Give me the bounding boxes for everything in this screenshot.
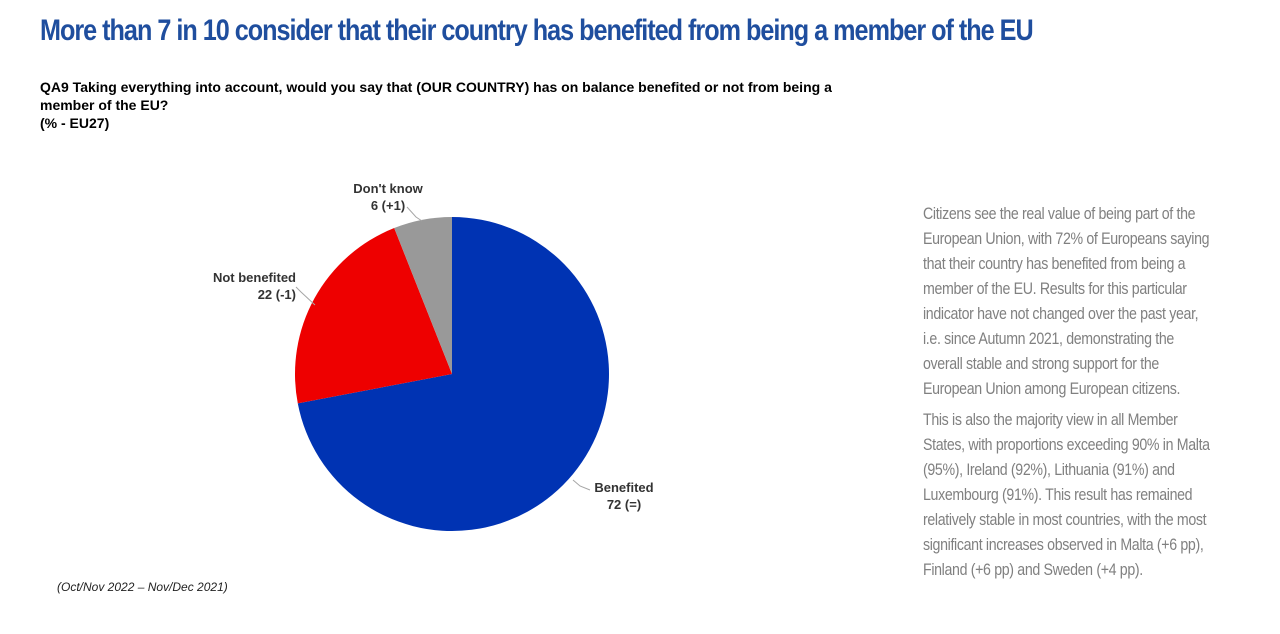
slice-label-benefited-name: Benefited [594,480,654,495]
pie-slices [294,217,609,531]
question-unit: (% - EU27) [40,115,110,131]
pie-slice-don-t-know [394,217,452,374]
slice-label-dont-know-name: Don't know [353,181,423,196]
slice-label-dont-know: Don't know 6 (+1) [348,180,428,214]
page-title: More than 7 in 10 consider that their co… [40,14,1034,47]
slice-label-benefited-value: 72 (=) [606,497,642,512]
slice-label-benefited: Benefited 72 (=) [592,479,656,513]
commentary-paragraph-2: This is also the majority view in all Me… [923,411,1210,579]
slice-label-not-benefited-value: 22 (-1) [257,287,296,302]
pie-chart [294,206,609,531]
leader-dont-know [406,206,423,222]
pie-slice-benefited [297,217,609,531]
label-leaders [295,206,591,491]
question-text: QA9 Taking everything into account, woul… [40,79,832,113]
slice-label-dont-know-value: 6 (+1) [370,198,406,213]
slice-label-not-benefited: Not benefited 22 (-1) [200,269,296,303]
commentary: Citizens see the real value of being par… [923,202,1213,589]
leader-not-benefited [295,286,316,306]
pie-slice-not-benefited [294,228,452,404]
leader-benefited [572,479,591,491]
slice-label-not-benefited-name: Not benefited [212,270,296,285]
question-block: QA9 Taking everything into account, woul… [40,78,840,132]
commentary-paragraph-1: Citizens see the real value of being par… [923,205,1210,398]
period-note: (Oct/Nov 2022 – Nov/Dec 2021) [57,580,228,594]
